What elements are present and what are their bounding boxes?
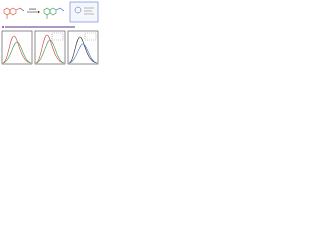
curve: [2, 35, 32, 64]
reactant-structure: [3, 7, 25, 19]
curve: [68, 43, 98, 64]
ring: [3, 7, 11, 16]
inset-box: [69, 1, 99, 23]
inset-text: [84, 7, 94, 15]
panel-b: [34, 30, 66, 65]
curve: [2, 41, 32, 64]
bond: [15, 7, 21, 11]
panel-frame: [67, 30, 99, 65]
inset-frame: [69, 1, 99, 23]
reagent-text: [29, 8, 36, 10]
inset-icon: [74, 6, 82, 14]
figure: [1, 1, 99, 65]
bond: [19, 7, 25, 12]
curve: [35, 34, 65, 64]
panel-frame: [34, 30, 66, 65]
caption-text: [5, 26, 75, 28]
page: (() => { const data = JSON.parse(documen…: [0, 0, 100, 67]
legend-box: [51, 32, 64, 41]
ring: [43, 7, 51, 16]
product-structure: [43, 7, 65, 19]
panel-a: [1, 30, 33, 65]
bullet: [2, 26, 4, 28]
ring: [9, 7, 17, 16]
curve: [68, 36, 98, 64]
panel-c: [67, 30, 99, 65]
ring: [49, 7, 57, 16]
bond: [55, 7, 61, 11]
arrow-head: [38, 10, 40, 14]
reaction-arrow: [27, 8, 40, 14]
legend-box: [84, 32, 97, 41]
caption-line: [2, 26, 75, 28]
panel-frame: [1, 30, 33, 65]
bond: [59, 7, 65, 12]
curve: [35, 39, 65, 64]
